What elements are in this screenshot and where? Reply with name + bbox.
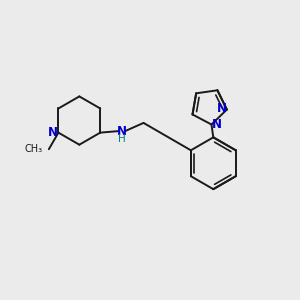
Text: N: N (217, 102, 226, 115)
Text: N: N (48, 126, 58, 139)
Text: H: H (118, 134, 125, 144)
Text: CH₃: CH₃ (24, 144, 42, 154)
Text: N: N (212, 118, 222, 131)
Text: N: N (116, 125, 126, 138)
